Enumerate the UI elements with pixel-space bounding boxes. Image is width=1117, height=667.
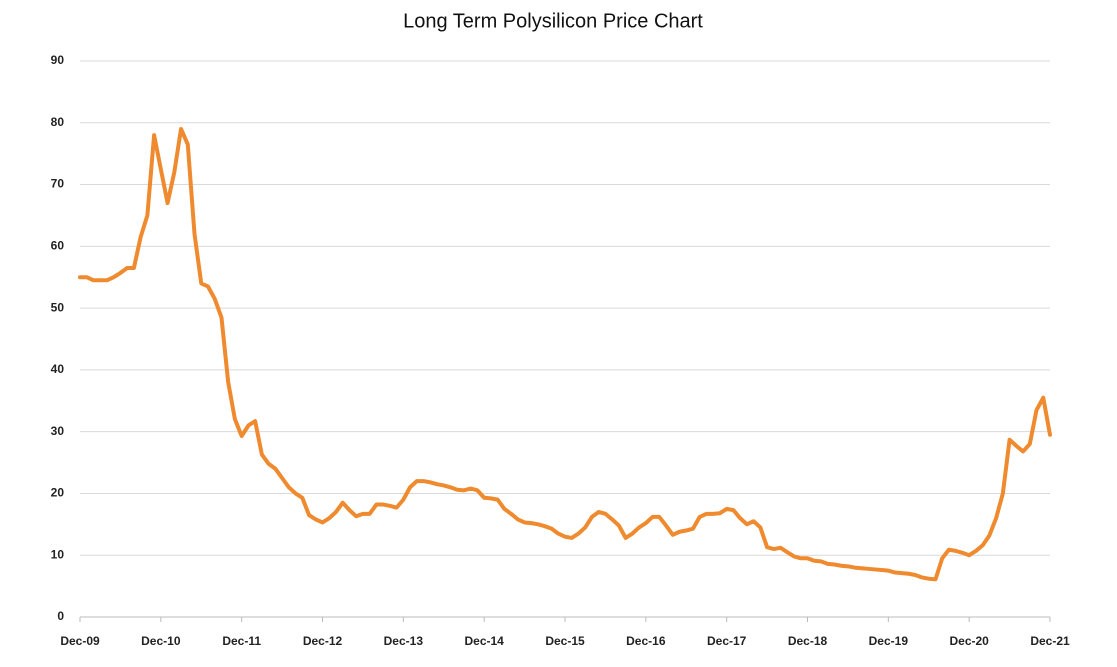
y-tick-label: 10 (51, 547, 65, 561)
y-tick-label: 0 (57, 609, 64, 623)
y-tick-label: 80 (51, 115, 65, 129)
x-tick-label: Dec-21 (1030, 634, 1070, 648)
y-tick-label: 90 (51, 53, 65, 67)
x-tick-label: Dec-19 (869, 634, 909, 648)
x-tick-label: Dec-16 (626, 634, 666, 648)
x-tick-label: Dec-15 (545, 634, 585, 648)
y-tick-label: 40 (51, 362, 65, 376)
y-tick-label: 20 (51, 486, 65, 500)
x-tick-label: Dec-20 (949, 634, 989, 648)
chart-title: Long Term Polysilicon Price Chart (403, 10, 703, 32)
x-tick-label: Dec-13 (384, 634, 424, 648)
y-tick-label: 60 (51, 239, 65, 253)
y-tick-label: 70 (51, 177, 65, 191)
x-tick-label: Dec-12 (303, 634, 343, 648)
x-tick-label: Dec-10 (141, 634, 181, 648)
x-tick-label: Dec-11 (222, 634, 261, 648)
x-tick-label: Dec-09 (60, 634, 100, 648)
y-tick-label: 50 (51, 300, 65, 314)
x-tick-label: Dec-18 (788, 634, 828, 648)
x-tick-label: Dec-14 (464, 634, 504, 648)
x-tick-label: Dec-17 (707, 634, 747, 648)
y-tick-label: 30 (51, 424, 65, 438)
price-line (78, 126, 1052, 582)
